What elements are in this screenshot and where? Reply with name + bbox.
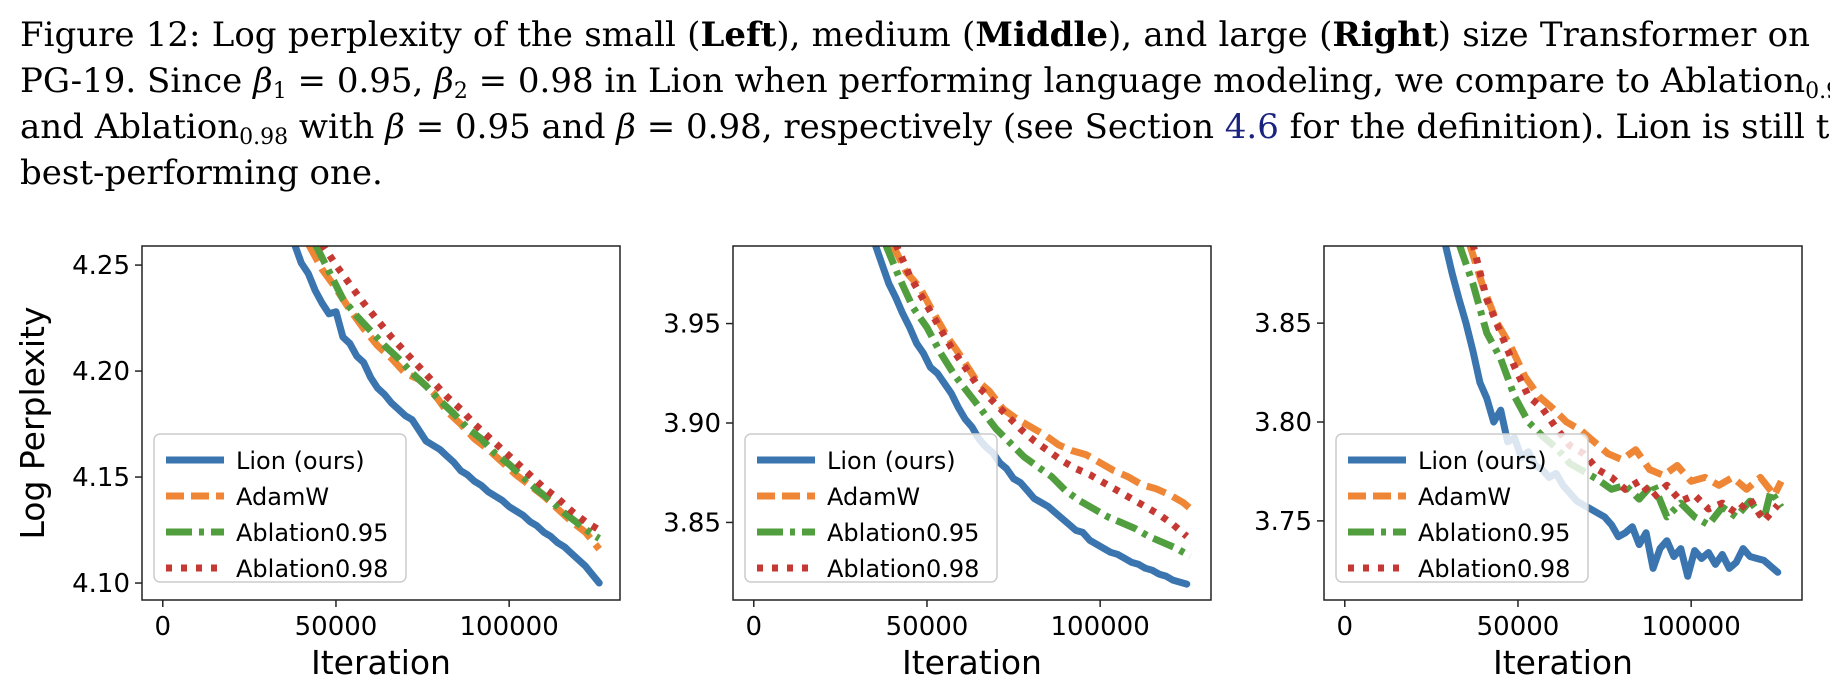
middle-y-tick-label: 3.85 — [663, 508, 721, 538]
left-legend-label-adamw: AdamW — [236, 483, 329, 511]
left-panel-chart: 0 50000 100000 4.10 4.15 4.20 4.25 Iteration Log… — [13, 245, 621, 682]
left-plot-frame — [141, 245, 621, 601]
right-legend-label-ablation-0-95: Ablation0.95 — [1418, 519, 1570, 547]
caption-line-4: best-performing one. — [20, 153, 383, 193]
caption-line-3: and Ablation0.98 with β = 0.95 and β = 0… — [20, 107, 1830, 150]
left-legend: Lion (ours) AdamW Ablation0.95 Ablation0.98 — [153, 433, 407, 583]
middle-legend-label-ablation-0-98: Ablation0.98 — [827, 555, 979, 583]
figure-caption: Figure 12: Log perplexity of the small (… — [20, 12, 1830, 196]
right-series-lion — [1442, 246, 1782, 580]
middle-series-ablation-0-95 — [882, 246, 1192, 560]
left-y-tick-label: 4.10 — [72, 569, 130, 599]
left-y-tick-label: 4.15 — [72, 463, 130, 493]
middle-series-ablation-0-98 — [892, 246, 1190, 540]
middle-legend-label-ablation-0-95: Ablation0.95 — [827, 519, 979, 547]
right-series-group — [1442, 246, 1785, 580]
right-y-tick-label: 3.85 — [1254, 309, 1312, 339]
middle-x-axis-label: Iteration — [902, 643, 1042, 682]
left-legend-box — [153, 433, 407, 583]
left-x-tick-label: 0 — [155, 612, 172, 642]
right-legend: Lion (ours) AdamW Ablation0.95 Ablation0.98 — [1335, 433, 1589, 583]
middle-legend: Lion (ours) AdamW Ablation0.95 Ablation0.98 — [744, 433, 998, 583]
right-x-tick-label: 0 — [1337, 612, 1354, 642]
right-panel-chart: 0 50000 100000 3.75 3.80 3.85 Iteration Lion (o… — [1254, 245, 1803, 682]
middle-y-tick-label: 3.95 — [663, 310, 721, 340]
left-y-tick-label: 4.25 — [72, 251, 130, 281]
left-y-axis-label: Log Perplexity — [13, 306, 52, 539]
figure-panels: 0 50000 100000 4.10 4.15 4.20 4.25 Iteration Log… — [13, 245, 1803, 682]
right-x-tick-label: 50000 — [1477, 612, 1560, 642]
right-y-tick-label: 3.80 — [1254, 408, 1312, 438]
left-legend-label-ablation-0-98: Ablation0.98 — [236, 555, 388, 583]
left-x-axis-label: Iteration — [311, 643, 451, 682]
left-series-lion — [291, 246, 603, 587]
left-series-group — [291, 246, 603, 587]
middle-legend-label-adamw: AdamW — [827, 483, 920, 511]
section-link[interactable]: 4.6 — [1224, 107, 1279, 147]
middle-legend-box — [744, 433, 998, 583]
right-legend-box — [1335, 433, 1589, 583]
middle-x-tick-label: 100000 — [1051, 612, 1150, 642]
left-y-tick-label: 4.20 — [72, 357, 130, 387]
middle-x-tick-label: 0 — [746, 612, 763, 642]
caption-line-1: Figure 12: Log perplexity of the small (… — [20, 15, 1810, 55]
right-legend-label-ablation-0-98: Ablation0.98 — [1418, 555, 1570, 583]
left-legend-label-ablation-0-95: Ablation0.95 — [236, 519, 388, 547]
left-legend-label-lion: Lion (ours) — [236, 447, 365, 475]
right-x-tick-label: 100000 — [1642, 612, 1741, 642]
left-x-tick-label: 50000 — [295, 612, 378, 642]
right-x-axis-label: Iteration — [1493, 643, 1633, 682]
middle-panel-chart: 0 50000 100000 3.85 3.90 3.95 Iteration Lion (o… — [663, 245, 1212, 682]
caption-line-2: PG-19. Since β1 = 0.95, β2 = 0.98 in Lio… — [20, 61, 1830, 104]
middle-series-adamw — [889, 246, 1193, 512]
middle-series-group — [871, 246, 1193, 588]
right-y-tick-label: 3.75 — [1254, 507, 1312, 537]
right-series-ablation-0-98 — [1469, 246, 1781, 525]
right-legend-label-lion: Lion (ours) — [1418, 447, 1547, 475]
middle-y-tick-label: 3.90 — [663, 409, 721, 439]
middle-legend-label-lion: Lion (ours) — [827, 447, 956, 475]
middle-x-tick-label: 50000 — [886, 612, 969, 642]
right-legend-label-adamw: AdamW — [1418, 483, 1511, 511]
middle-series-lion — [871, 246, 1191, 588]
left-x-tick-label: 100000 — [460, 612, 559, 642]
left-series-ablation-0-95 — [312, 246, 602, 542]
right-plot-frame — [1323, 245, 1803, 601]
right-series-adamw — [1466, 246, 1785, 499]
